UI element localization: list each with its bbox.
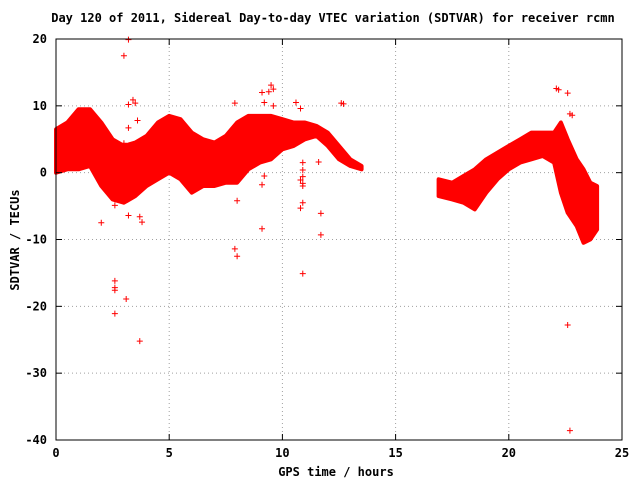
data-point — [555, 86, 562, 93]
y-tick-label: -10 — [25, 233, 47, 247]
data-point — [340, 100, 347, 107]
data-point — [231, 245, 238, 252]
grid — [56, 39, 622, 440]
data-points — [54, 36, 600, 434]
x-tick-label: 15 — [388, 446, 402, 460]
data-point — [265, 88, 272, 95]
data-point — [136, 213, 143, 220]
data-point — [569, 112, 576, 119]
data-point — [136, 338, 143, 345]
data-point — [317, 210, 324, 217]
data-point — [292, 99, 299, 106]
data-point — [139, 219, 146, 226]
data-point — [564, 90, 571, 97]
data-point — [259, 225, 266, 232]
x-axis-label: GPS time / hours — [278, 465, 394, 479]
data-point — [125, 124, 132, 131]
y-tick-label: -20 — [25, 299, 47, 313]
data-point — [566, 427, 573, 434]
data-point — [234, 253, 241, 260]
data-band — [54, 107, 364, 205]
data-point — [268, 82, 275, 89]
data-point — [125, 101, 132, 108]
data-point — [297, 105, 304, 112]
data-point — [261, 99, 268, 106]
y-tick-label: -30 — [25, 366, 47, 380]
data-point — [234, 197, 241, 204]
data-point — [120, 52, 127, 59]
data-point — [129, 96, 136, 103]
chart-title: Day 120 of 2011, Sidereal Day-to-day VTE… — [51, 11, 615, 25]
y-tick-label: -40 — [25, 433, 47, 447]
axis-ticks: 0 5 10 15 20 25 -40 -30 -20 -10 0 10 20 — [25, 32, 629, 460]
data-point — [317, 231, 324, 238]
data-band — [436, 120, 600, 245]
data-point — [261, 173, 268, 180]
data-point — [123, 295, 130, 302]
y-tick-label: 20 — [33, 32, 47, 46]
data-point — [259, 181, 266, 188]
data-point — [231, 100, 238, 107]
data-point — [125, 36, 132, 43]
data-point — [299, 166, 306, 173]
y-tick-label: 10 — [33, 99, 47, 113]
x-tick-label: 5 — [166, 446, 173, 460]
data-point — [270, 102, 277, 109]
data-point — [299, 173, 306, 180]
data-point — [564, 322, 571, 329]
data-point — [299, 270, 306, 277]
data-point — [111, 310, 118, 317]
data-point — [120, 140, 127, 147]
data-point — [134, 117, 141, 124]
y-tick-label: 0 — [40, 166, 47, 180]
data-point — [297, 177, 304, 184]
data-point — [111, 287, 118, 294]
x-tick-label: 10 — [275, 446, 289, 460]
x-tick-label: 0 — [52, 446, 59, 460]
data-point — [299, 159, 306, 166]
data-point — [299, 199, 306, 206]
data-point — [297, 205, 304, 212]
data-point — [299, 180, 306, 187]
data-point — [132, 100, 139, 107]
data-point — [111, 202, 118, 209]
data-point — [259, 89, 266, 96]
x-tick-label: 20 — [502, 446, 516, 460]
data-point — [270, 86, 277, 93]
y-axis-label: SDTVAR / TECUs — [8, 189, 22, 290]
x-tick-label: 25 — [615, 446, 629, 460]
data-point — [125, 212, 132, 219]
data-point — [315, 158, 322, 165]
data-point — [98, 219, 105, 226]
data-point — [111, 277, 118, 284]
